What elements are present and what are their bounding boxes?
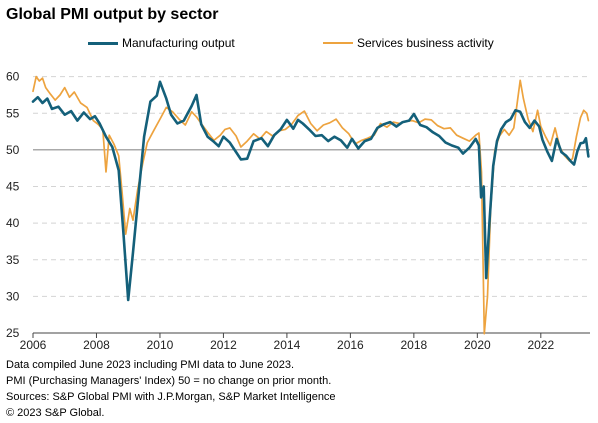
note-sources: Sources: S&P Global PMI with J.P.Morgan,…: [6, 391, 336, 403]
y-tick-label-55: 55: [6, 106, 20, 120]
x-tick-label-2022: 2022: [527, 338, 554, 352]
manufacturing-output-line: [31, 80, 590, 302]
chart-notes: Data compiled June 2023 including PMI da…: [6, 357, 336, 421]
legend-label-services: Services business activity: [357, 36, 494, 50]
note-copyright: © 2023 S&P Global.: [6, 407, 105, 419]
y-tick-label-45: 45: [6, 180, 20, 194]
legend-label-manufacturing: Manufacturing output: [122, 36, 235, 50]
legend-swatch-services: [323, 42, 353, 44]
x-tick-label-2006: 2006: [20, 338, 47, 352]
y-tick-label-40: 40: [6, 216, 20, 230]
note-pmi-definition: PMI (Purchasing Managers' Index) 50 = no…: [6, 375, 332, 387]
chart-legend: Manufacturing output Services business a…: [0, 36, 598, 52]
x-tick-label-2014: 2014: [274, 338, 301, 352]
chart-title: Global PMI output by sector: [6, 6, 219, 23]
y-tick-label-25: 25: [6, 326, 20, 340]
legend-item-manufacturing: Manufacturing output: [88, 36, 235, 50]
note-compiled: Data compiled June 2023 including PMI da…: [6, 359, 295, 371]
x-tick-label-2020: 2020: [464, 338, 491, 352]
y-tick-label-35: 35: [6, 253, 20, 267]
y-tick-label-60: 60: [6, 70, 20, 84]
x-tick-label-2016: 2016: [337, 338, 364, 352]
services-activity-line: [32, 75, 590, 335]
legend-swatch-manufacturing: [88, 41, 118, 45]
x-tick-label-2010: 2010: [147, 338, 174, 352]
x-tick-label-2012: 2012: [210, 338, 237, 352]
x-tick-label-2018: 2018: [401, 338, 428, 352]
x-tick-label-2008: 2008: [83, 338, 110, 352]
legend-item-services: Services business activity: [323, 36, 494, 50]
y-tick-label-50: 50: [6, 143, 20, 157]
y-tick-label-30: 30: [6, 289, 20, 303]
